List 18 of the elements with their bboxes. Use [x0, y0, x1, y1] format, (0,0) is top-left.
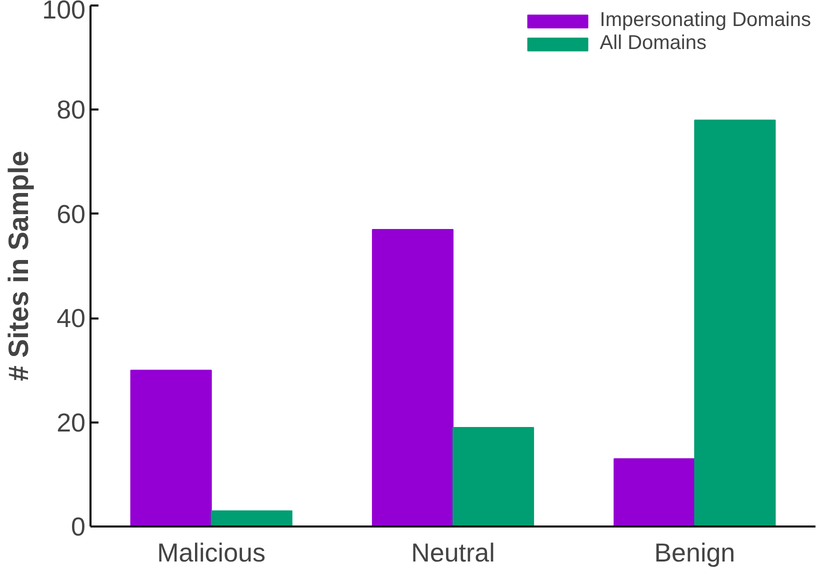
- x-tick-label: Benign: [654, 538, 736, 568]
- legend-label: Impersonating Domains: [600, 9, 811, 32]
- legend-label: All Domains: [600, 32, 706, 55]
- bar: [694, 120, 776, 526]
- bar: [614, 458, 696, 526]
- y-tick-label: 0: [71, 512, 86, 542]
- bar: [372, 229, 454, 526]
- y-tick-label: 100: [42, 0, 86, 24]
- y-tick-label: 60: [56, 198, 86, 229]
- bar: [210, 510, 292, 526]
- bar: [130, 370, 212, 526]
- bar: [452, 427, 534, 526]
- x-tick-label: Neutral: [411, 538, 495, 568]
- y-axis-title: # Sites in Sample: [3, 150, 34, 382]
- y-tick-label: 40: [56, 303, 86, 334]
- y-tick-label: 80: [56, 94, 86, 125]
- y-tick-label: 20: [56, 407, 86, 438]
- x-tick-label: Malicious: [157, 538, 266, 568]
